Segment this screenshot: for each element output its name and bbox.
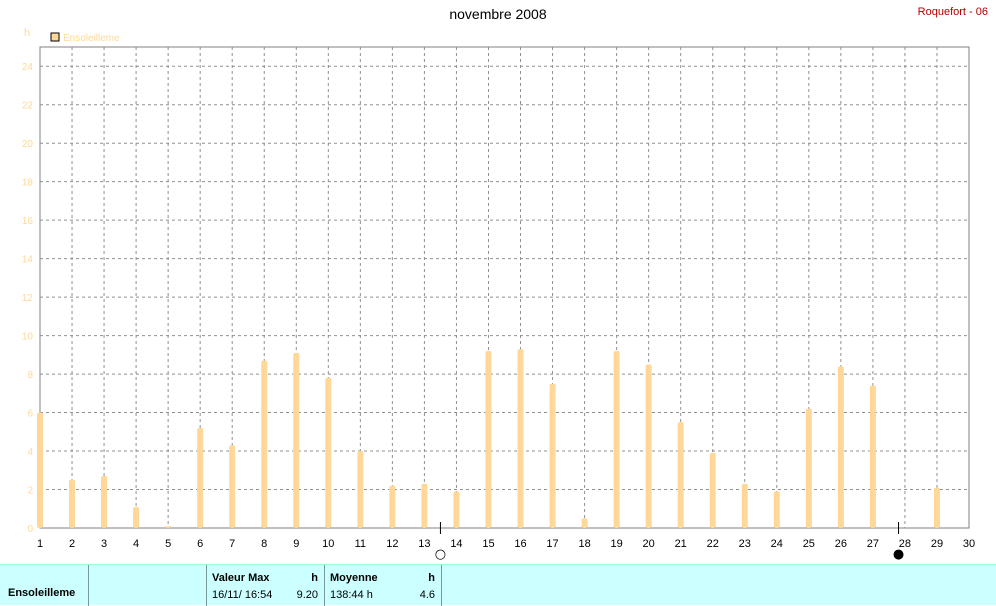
bar bbox=[357, 451, 364, 528]
average-total: 138:44 h bbox=[330, 589, 373, 601]
x-tick-label: 14 bbox=[450, 538, 462, 550]
bar bbox=[581, 518, 588, 528]
y-tick-label: 2 bbox=[27, 486, 33, 497]
bar bbox=[293, 352, 300, 528]
y-tick-label: 12 bbox=[22, 293, 34, 304]
max-value: 9.20 bbox=[296, 589, 318, 601]
bar bbox=[613, 350, 620, 528]
max-unit: h bbox=[311, 572, 318, 584]
x-tick-label: 21 bbox=[675, 538, 687, 550]
x-tick-label: 15 bbox=[482, 538, 494, 550]
bar bbox=[517, 349, 524, 528]
bar bbox=[421, 483, 428, 528]
average-unit: h bbox=[428, 572, 435, 584]
bar bbox=[229, 445, 236, 528]
bar bbox=[325, 377, 332, 528]
x-tick-label: 26 bbox=[835, 538, 847, 550]
average-header: Moyenne bbox=[330, 572, 378, 584]
bar bbox=[549, 383, 556, 528]
y-axis-label: h bbox=[24, 27, 30, 39]
bar bbox=[485, 350, 492, 528]
bar bbox=[453, 491, 460, 528]
bar bbox=[133, 506, 140, 528]
x-tick-label: 8 bbox=[261, 538, 267, 550]
x-tick-label: 10 bbox=[322, 538, 334, 550]
moon-phase-new-icon: ● bbox=[893, 547, 904, 562]
y-tick-label: 0 bbox=[27, 524, 33, 535]
y-tick-label: 10 bbox=[22, 332, 34, 343]
x-tick-label: 5 bbox=[165, 538, 171, 550]
x-tick-label: 16 bbox=[514, 538, 526, 550]
summary-empty-cell bbox=[89, 565, 207, 606]
summary-average-cell: Moyenne h 138:44 h 4.6 bbox=[325, 565, 442, 606]
bar bbox=[709, 452, 716, 528]
bar bbox=[805, 408, 812, 528]
x-tick-label: 19 bbox=[610, 538, 622, 550]
bar bbox=[165, 526, 172, 528]
y-tick-label: 18 bbox=[22, 178, 34, 189]
x-tick-label: 22 bbox=[707, 538, 719, 550]
x-tick-label: 4 bbox=[133, 538, 139, 550]
station-name: Roquefort - 06 bbox=[917, 6, 988, 18]
x-tick-label: 7 bbox=[229, 538, 235, 550]
x-tick-label: 30 bbox=[963, 538, 975, 550]
bar bbox=[37, 412, 43, 528]
x-tick-label: 27 bbox=[867, 538, 879, 550]
x-tick-label: 11 bbox=[355, 538, 366, 550]
bar bbox=[773, 491, 780, 528]
bar bbox=[389, 485, 396, 528]
y-tick-label: 6 bbox=[27, 409, 33, 420]
bar bbox=[197, 427, 204, 528]
max-header: Valeur Max bbox=[212, 572, 270, 584]
x-tick-label: 17 bbox=[546, 538, 558, 550]
bar bbox=[741, 483, 748, 528]
x-tick-label: 9 bbox=[293, 538, 299, 550]
x-tick-label: 1 bbox=[37, 538, 43, 550]
y-tick-label: 4 bbox=[27, 447, 33, 458]
y-tick-label: 14 bbox=[22, 255, 34, 266]
x-tick-label: 13 bbox=[418, 538, 430, 550]
x-tick-label: 29 bbox=[931, 538, 943, 550]
x-tick-label: 2 bbox=[69, 538, 75, 550]
x-tick-label: 23 bbox=[739, 538, 751, 550]
y-tick-label: 20 bbox=[22, 139, 34, 150]
summary-panel: Ensoleilleme Valeur Max h 16/11/ 16:54 9… bbox=[0, 564, 996, 606]
summary-name-cell: Ensoleilleme bbox=[0, 565, 89, 606]
bar bbox=[69, 479, 76, 528]
x-tick-label: 12 bbox=[386, 538, 398, 550]
y-tick-label: 24 bbox=[22, 62, 34, 73]
bar bbox=[645, 364, 652, 528]
bar bbox=[677, 422, 684, 528]
bar bbox=[837, 366, 844, 528]
y-tick-label: 16 bbox=[22, 216, 34, 227]
y-tick-label: 8 bbox=[27, 370, 33, 381]
x-tick-label: 24 bbox=[771, 538, 783, 550]
bar bbox=[261, 360, 268, 528]
x-tick-label: 3 bbox=[101, 538, 107, 550]
x-tick-label: 28 bbox=[899, 538, 911, 550]
bar bbox=[933, 487, 940, 528]
bar bbox=[101, 476, 108, 528]
average-value: 4.6 bbox=[419, 589, 435, 601]
summary-series-name: Ensoleilleme bbox=[8, 587, 76, 599]
x-tick-label: 25 bbox=[803, 538, 815, 550]
x-tick-label: 18 bbox=[578, 538, 590, 550]
plot-area bbox=[39, 46, 970, 529]
chart-title: novembre 2008 bbox=[449, 6, 547, 22]
legend-label: Ensoleilleme bbox=[63, 33, 120, 44]
summary-max-cell: Valeur Max h 16/11/ 16:54 9.20 bbox=[207, 565, 325, 606]
x-tick-label: 20 bbox=[643, 538, 655, 550]
bar bbox=[869, 385, 876, 528]
y-tick-label: 22 bbox=[22, 101, 34, 112]
legend-swatch bbox=[50, 32, 60, 42]
moon-phase-full-icon: ○ bbox=[435, 547, 446, 562]
max-date: 16/11/ 16:54 bbox=[212, 589, 273, 601]
x-tick-label: 6 bbox=[197, 538, 203, 550]
